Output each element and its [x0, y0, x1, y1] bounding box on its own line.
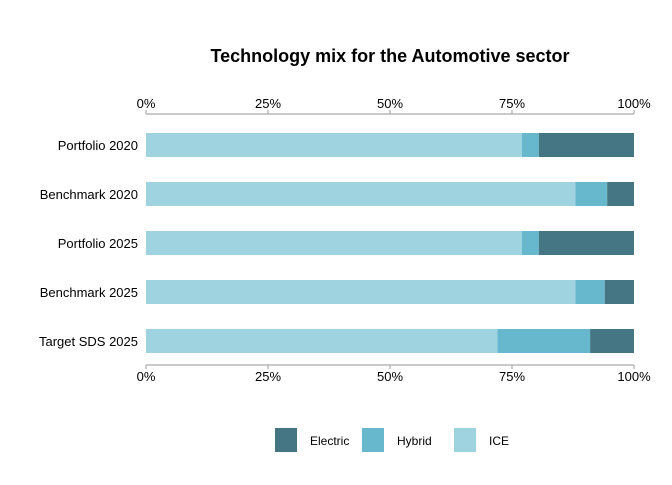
legend-label-hybrid: Hybrid	[397, 434, 432, 448]
bar-electric-portfolio-2025	[538, 231, 634, 255]
category-label-portfolio-2025: Portfolio 2025	[58, 236, 138, 251]
bottom-x-axis: 0% 25% 50% 75% 100%	[137, 364, 651, 384]
bar-hybrid-benchmark-2025	[575, 280, 605, 304]
category-label-benchmark-2025: Benchmark 2025	[40, 285, 138, 300]
top-tick-label: 50%	[377, 96, 403, 111]
legend-swatch-electric	[275, 428, 297, 452]
bar-hybrid-portfolio-2025	[521, 231, 539, 255]
bar-electric-portfolio-2020	[538, 133, 634, 157]
legend-label-electric: Electric	[310, 434, 349, 448]
bar-electric-benchmark-2020	[607, 182, 634, 206]
legend-swatch-ice	[454, 428, 476, 452]
bar-ice-benchmark-2020	[146, 182, 576, 206]
bottom-tick-label: 75%	[499, 369, 525, 384]
top-tick-label: 25%	[255, 96, 281, 111]
legend: Electric Hybrid ICE	[275, 428, 509, 452]
bar-electric-target-sds-2025	[590, 329, 634, 353]
bar-ice-benchmark-2025	[146, 280, 576, 304]
bottom-tick-label: 100%	[617, 369, 651, 384]
top-x-axis: 0% 25% 50% 75% 100%	[137, 96, 651, 115]
bar-electric-benchmark-2025	[604, 280, 634, 304]
bottom-tick-label: 25%	[255, 369, 281, 384]
category-label-target-sds-2025: Target SDS 2025	[39, 334, 138, 349]
top-tick-label: 0%	[137, 96, 156, 111]
category-labels: Portfolio 2020 Benchmark 2020 Portfolio 20…	[39, 138, 138, 349]
legend-swatch-hybrid	[362, 428, 384, 452]
bottom-tick-label: 50%	[377, 369, 403, 384]
chart-title: Technology mix for the Automotive sector	[210, 46, 569, 66]
bar-ice-portfolio-2025	[146, 231, 522, 255]
bottom-tick-label: 0%	[137, 369, 156, 384]
category-label-portfolio-2020: Portfolio 2020	[58, 138, 138, 153]
bar-hybrid-target-sds-2025	[497, 329, 591, 353]
legend-label-ice: ICE	[489, 434, 509, 448]
top-tick-label: 100%	[617, 96, 651, 111]
bar-ice-target-sds-2025	[146, 329, 498, 353]
bar-hybrid-portfolio-2020	[521, 133, 539, 157]
bar-ice-portfolio-2020	[146, 133, 522, 157]
bar-hybrid-benchmark-2020	[575, 182, 608, 206]
category-label-benchmark-2020: Benchmark 2020	[40, 187, 138, 202]
bars-group	[146, 133, 634, 353]
top-tick-label: 75%	[499, 96, 525, 111]
